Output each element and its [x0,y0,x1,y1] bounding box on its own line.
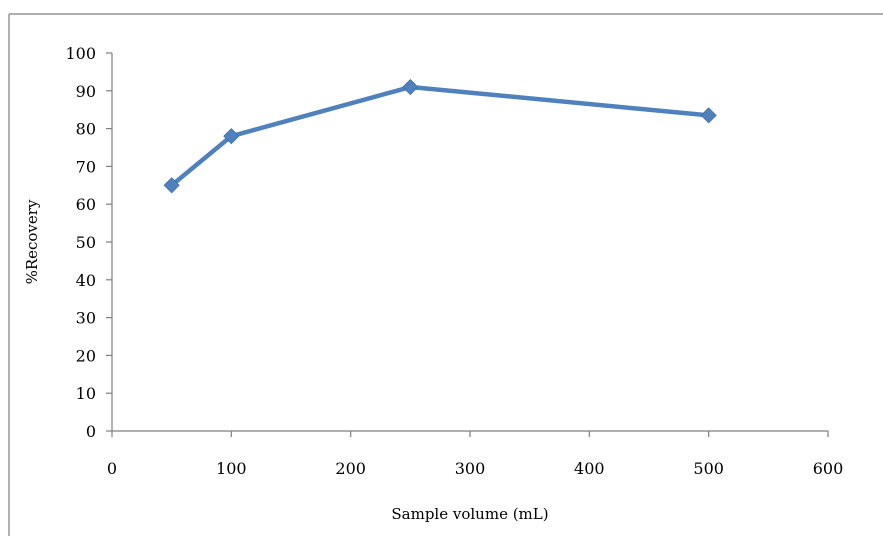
x-tick-label: 300 [455,459,486,478]
series-layer [163,78,717,194]
x-tick-label: 400 [574,459,605,478]
series-line [169,84,711,188]
data-point-marker [700,107,717,124]
y-tick-label: 100 [65,44,96,63]
y-axis-ticks: 0 10 20 30 40 50 60 70 80 90 100 [65,44,112,441]
x-tick-label: 100 [216,459,247,478]
x-axis-title: Sample volume (mL) [391,505,548,523]
y-tick-label: 90 [76,82,96,101]
x-tick-label: 600 [813,459,844,478]
x-axis-ticks: 0 100 200 300 400 500 600 [107,431,843,478]
x-tick-label: 0 [107,459,117,478]
y-tick-label: 40 [76,271,96,290]
data-point-marker [402,78,419,96]
x-tick-label: 200 [335,459,366,478]
y-tick-label: 0 [86,422,96,441]
data-point-marker [163,177,180,194]
y-tick-label: 50 [76,233,96,252]
y-axis-title: %Recovery [23,199,41,284]
x-tick-label: 500 [693,459,724,478]
y-tick-label: 30 [76,309,96,328]
y-tick-label: 70 [76,157,96,176]
chart-border [8,13,883,536]
y-tick-label: 10 [76,384,96,403]
y-tick-label: 20 [76,346,96,365]
y-tick-label: 60 [76,195,96,214]
data-point-marker [223,128,240,145]
y-tick-label: 80 [76,120,96,139]
